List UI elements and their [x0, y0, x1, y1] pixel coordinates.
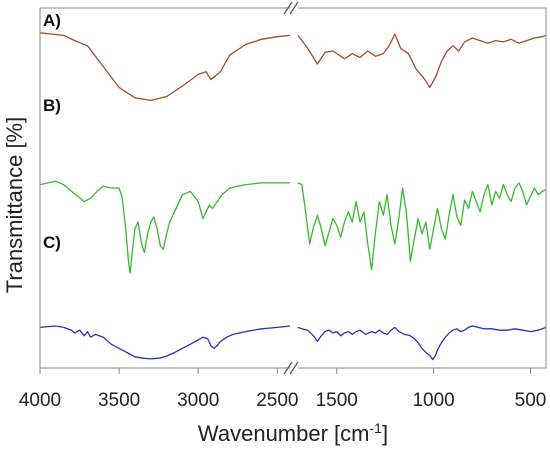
labels-layer: A) B) C) — [43, 11, 61, 252]
axis-break-mark-bottom — [283, 361, 299, 375]
series-label-1: A) — [43, 11, 61, 30]
axes-layer: 4000 3500 3000 2500 1500 1000 500 — [19, 1, 547, 411]
spectrum-line-3-high-range — [39, 325, 291, 360]
x-tick-label-500: 500 — [515, 390, 547, 411]
spectra-layer — [39, 32, 547, 361]
spectrum-line-1-low-range — [297, 33, 547, 89]
spectrum-line-1-high-range — [39, 32, 291, 102]
x-tick-label-4000: 4000 — [19, 390, 61, 411]
axis-break-mark-top — [283, 1, 299, 15]
x-axis-title-close: ] — [382, 421, 388, 446]
x-tick-label-1500: 1500 — [316, 390, 358, 411]
x-axis-title: Wavenumber [cm-1] — [198, 420, 388, 446]
series-label-2: B) — [43, 96, 61, 115]
spectrum-line-3-low-range — [297, 325, 547, 361]
y-axis-title: Transmittance [%] — [2, 117, 27, 293]
x-tick-label-1000: 1000 — [412, 390, 454, 411]
x-tick-label-3000: 3000 — [177, 390, 219, 411]
x-tick-label-2500: 2500 — [256, 390, 298, 411]
x-tick-label-3500: 3500 — [98, 390, 140, 411]
x-axis-title-unit-exponent: -1 — [370, 420, 383, 436]
spectrum-line-2-high-range — [39, 180, 290, 274]
spectrum-line-2-low-range — [297, 182, 547, 271]
series-label-3: C) — [43, 233, 61, 252]
x-axis-title-main: Wavenumber [cm — [198, 421, 370, 446]
